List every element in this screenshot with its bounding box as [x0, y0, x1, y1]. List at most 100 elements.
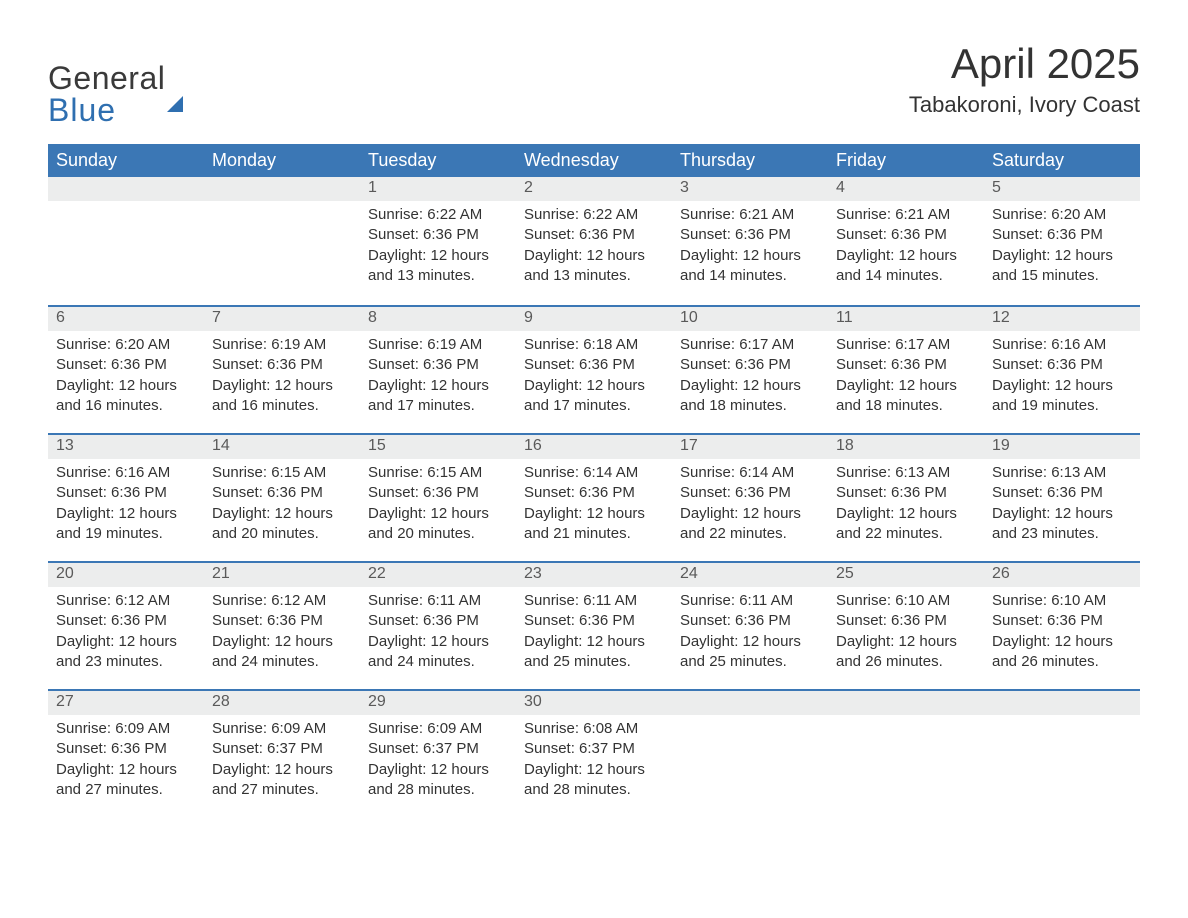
- day-info: Sunrise: 6:14 AMSunset: 6:36 PMDaylight:…: [672, 459, 828, 550]
- day-sunrise: Sunrise: 6:22 AM: [368, 205, 508, 225]
- calendar-empty-cell: [48, 177, 204, 305]
- calendar-day-cell: 22Sunrise: 6:11 AMSunset: 6:36 PMDayligh…: [360, 561, 516, 689]
- weekday-header: Friday: [828, 144, 984, 177]
- day-info: Sunrise: 6:20 AMSunset: 6:36 PMDaylight:…: [984, 201, 1140, 292]
- day-sunset: Sunset: 6:36 PM: [212, 483, 352, 503]
- calendar-day-cell: 23Sunrise: 6:11 AMSunset: 6:36 PMDayligh…: [516, 561, 672, 689]
- day-number: 10: [672, 307, 828, 331]
- brand-logo: General Blue: [48, 40, 183, 126]
- brand-line1: General: [48, 60, 165, 96]
- day-daylight1: Daylight: 12 hours: [524, 504, 664, 524]
- day-daylight1: Daylight: 12 hours: [56, 504, 196, 524]
- calendar-week-row: 1Sunrise: 6:22 AMSunset: 6:36 PMDaylight…: [48, 177, 1140, 305]
- day-sunset: Sunset: 6:37 PM: [524, 739, 664, 759]
- calendar-day-cell: 6Sunrise: 6:20 AMSunset: 6:36 PMDaylight…: [48, 305, 204, 433]
- header: General Blue April 2025 Tabakoroni, Ivor…: [48, 40, 1140, 126]
- day-number: 14: [204, 435, 360, 459]
- day-info: Sunrise: 6:18 AMSunset: 6:36 PMDaylight:…: [516, 331, 672, 422]
- calendar-day-cell: 10Sunrise: 6:17 AMSunset: 6:36 PMDayligh…: [672, 305, 828, 433]
- day-sunrise: Sunrise: 6:15 AM: [368, 463, 508, 483]
- day-info: Sunrise: 6:13 AMSunset: 6:36 PMDaylight:…: [828, 459, 984, 550]
- day-sunrise: Sunrise: 6:22 AM: [524, 205, 664, 225]
- day-sunrise: Sunrise: 6:12 AM: [56, 591, 196, 611]
- day-sunset: Sunset: 6:36 PM: [992, 483, 1132, 503]
- day-info: Sunrise: 6:22 AMSunset: 6:36 PMDaylight:…: [360, 201, 516, 292]
- calendar-day-cell: 12Sunrise: 6:16 AMSunset: 6:36 PMDayligh…: [984, 305, 1140, 433]
- day-number: 18: [828, 435, 984, 459]
- day-info: Sunrise: 6:09 AMSunset: 6:37 PMDaylight:…: [204, 715, 360, 806]
- day-number-bar-empty: [828, 691, 984, 715]
- day-daylight1: Daylight: 12 hours: [212, 376, 352, 396]
- weekday-header: Wednesday: [516, 144, 672, 177]
- calendar-day-cell: 29Sunrise: 6:09 AMSunset: 6:37 PMDayligh…: [360, 689, 516, 817]
- day-number: 28: [204, 691, 360, 715]
- day-sunset: Sunset: 6:36 PM: [56, 739, 196, 759]
- day-number: 19: [984, 435, 1140, 459]
- day-daylight2: and 27 minutes.: [56, 780, 196, 800]
- day-sunset: Sunset: 6:36 PM: [680, 483, 820, 503]
- weekday-header: Saturday: [984, 144, 1140, 177]
- day-info: Sunrise: 6:15 AMSunset: 6:36 PMDaylight:…: [360, 459, 516, 550]
- day-sunrise: Sunrise: 6:15 AM: [212, 463, 352, 483]
- day-daylight2: and 18 minutes.: [680, 396, 820, 416]
- day-daylight2: and 24 minutes.: [212, 652, 352, 672]
- day-sunrise: Sunrise: 6:08 AM: [524, 719, 664, 739]
- day-daylight2: and 25 minutes.: [524, 652, 664, 672]
- day-sunset: Sunset: 6:36 PM: [836, 483, 976, 503]
- day-number-bar-empty: [204, 177, 360, 201]
- day-sunrise: Sunrise: 6:17 AM: [680, 335, 820, 355]
- day-number: 25: [828, 563, 984, 587]
- day-daylight2: and 17 minutes.: [524, 396, 664, 416]
- day-number: 15: [360, 435, 516, 459]
- day-info: Sunrise: 6:12 AMSunset: 6:36 PMDaylight:…: [48, 587, 204, 678]
- calendar-week-row: 6Sunrise: 6:20 AMSunset: 6:36 PMDaylight…: [48, 305, 1140, 433]
- day-sunset: Sunset: 6:36 PM: [992, 225, 1132, 245]
- day-daylight1: Daylight: 12 hours: [680, 632, 820, 652]
- calendar-day-cell: 8Sunrise: 6:19 AMSunset: 6:36 PMDaylight…: [360, 305, 516, 433]
- day-sunrise: Sunrise: 6:09 AM: [368, 719, 508, 739]
- day-number: 12: [984, 307, 1140, 331]
- day-sunrise: Sunrise: 6:20 AM: [992, 205, 1132, 225]
- day-daylight2: and 19 minutes.: [992, 396, 1132, 416]
- day-sunset: Sunset: 6:36 PM: [524, 355, 664, 375]
- day-sunset: Sunset: 6:36 PM: [836, 225, 976, 245]
- calendar-empty-cell: [828, 689, 984, 817]
- day-sunset: Sunset: 6:36 PM: [368, 611, 508, 631]
- day-sunset: Sunset: 6:36 PM: [212, 355, 352, 375]
- calendar-day-cell: 27Sunrise: 6:09 AMSunset: 6:36 PMDayligh…: [48, 689, 204, 817]
- day-info: Sunrise: 6:10 AMSunset: 6:36 PMDaylight:…: [828, 587, 984, 678]
- day-number: 17: [672, 435, 828, 459]
- day-number-bar-empty: [48, 177, 204, 201]
- calendar-day-cell: 2Sunrise: 6:22 AMSunset: 6:36 PMDaylight…: [516, 177, 672, 305]
- day-sunset: Sunset: 6:36 PM: [836, 355, 976, 375]
- day-number-bar-empty: [984, 691, 1140, 715]
- day-number: 29: [360, 691, 516, 715]
- day-info: Sunrise: 6:11 AMSunset: 6:36 PMDaylight:…: [516, 587, 672, 678]
- day-daylight1: Daylight: 12 hours: [836, 376, 976, 396]
- day-info: Sunrise: 6:13 AMSunset: 6:36 PMDaylight:…: [984, 459, 1140, 550]
- calendar-header-row: Sunday Monday Tuesday Wednesday Thursday…: [48, 144, 1140, 177]
- day-daylight2: and 14 minutes.: [680, 266, 820, 286]
- day-number: 27: [48, 691, 204, 715]
- day-daylight2: and 18 minutes.: [836, 396, 976, 416]
- day-sunrise: Sunrise: 6:10 AM: [992, 591, 1132, 611]
- day-sunrise: Sunrise: 6:18 AM: [524, 335, 664, 355]
- day-daylight1: Daylight: 12 hours: [836, 632, 976, 652]
- day-number: 22: [360, 563, 516, 587]
- day-number: 26: [984, 563, 1140, 587]
- day-number: 4: [828, 177, 984, 201]
- day-sunrise: Sunrise: 6:11 AM: [368, 591, 508, 611]
- calendar-day-cell: 26Sunrise: 6:10 AMSunset: 6:36 PMDayligh…: [984, 561, 1140, 689]
- day-sunset: Sunset: 6:36 PM: [524, 611, 664, 631]
- day-daylight2: and 17 minutes.: [368, 396, 508, 416]
- day-daylight1: Daylight: 12 hours: [524, 246, 664, 266]
- calendar-day-cell: 5Sunrise: 6:20 AMSunset: 6:36 PMDaylight…: [984, 177, 1140, 305]
- day-daylight1: Daylight: 12 hours: [992, 632, 1132, 652]
- weekday-header: Sunday: [48, 144, 204, 177]
- calendar-day-cell: 7Sunrise: 6:19 AMSunset: 6:36 PMDaylight…: [204, 305, 360, 433]
- day-sunrise: Sunrise: 6:13 AM: [836, 463, 976, 483]
- day-daylight2: and 16 minutes.: [212, 396, 352, 416]
- day-info: Sunrise: 6:08 AMSunset: 6:37 PMDaylight:…: [516, 715, 672, 806]
- calendar-day-cell: 30Sunrise: 6:08 AMSunset: 6:37 PMDayligh…: [516, 689, 672, 817]
- day-sunset: Sunset: 6:36 PM: [56, 483, 196, 503]
